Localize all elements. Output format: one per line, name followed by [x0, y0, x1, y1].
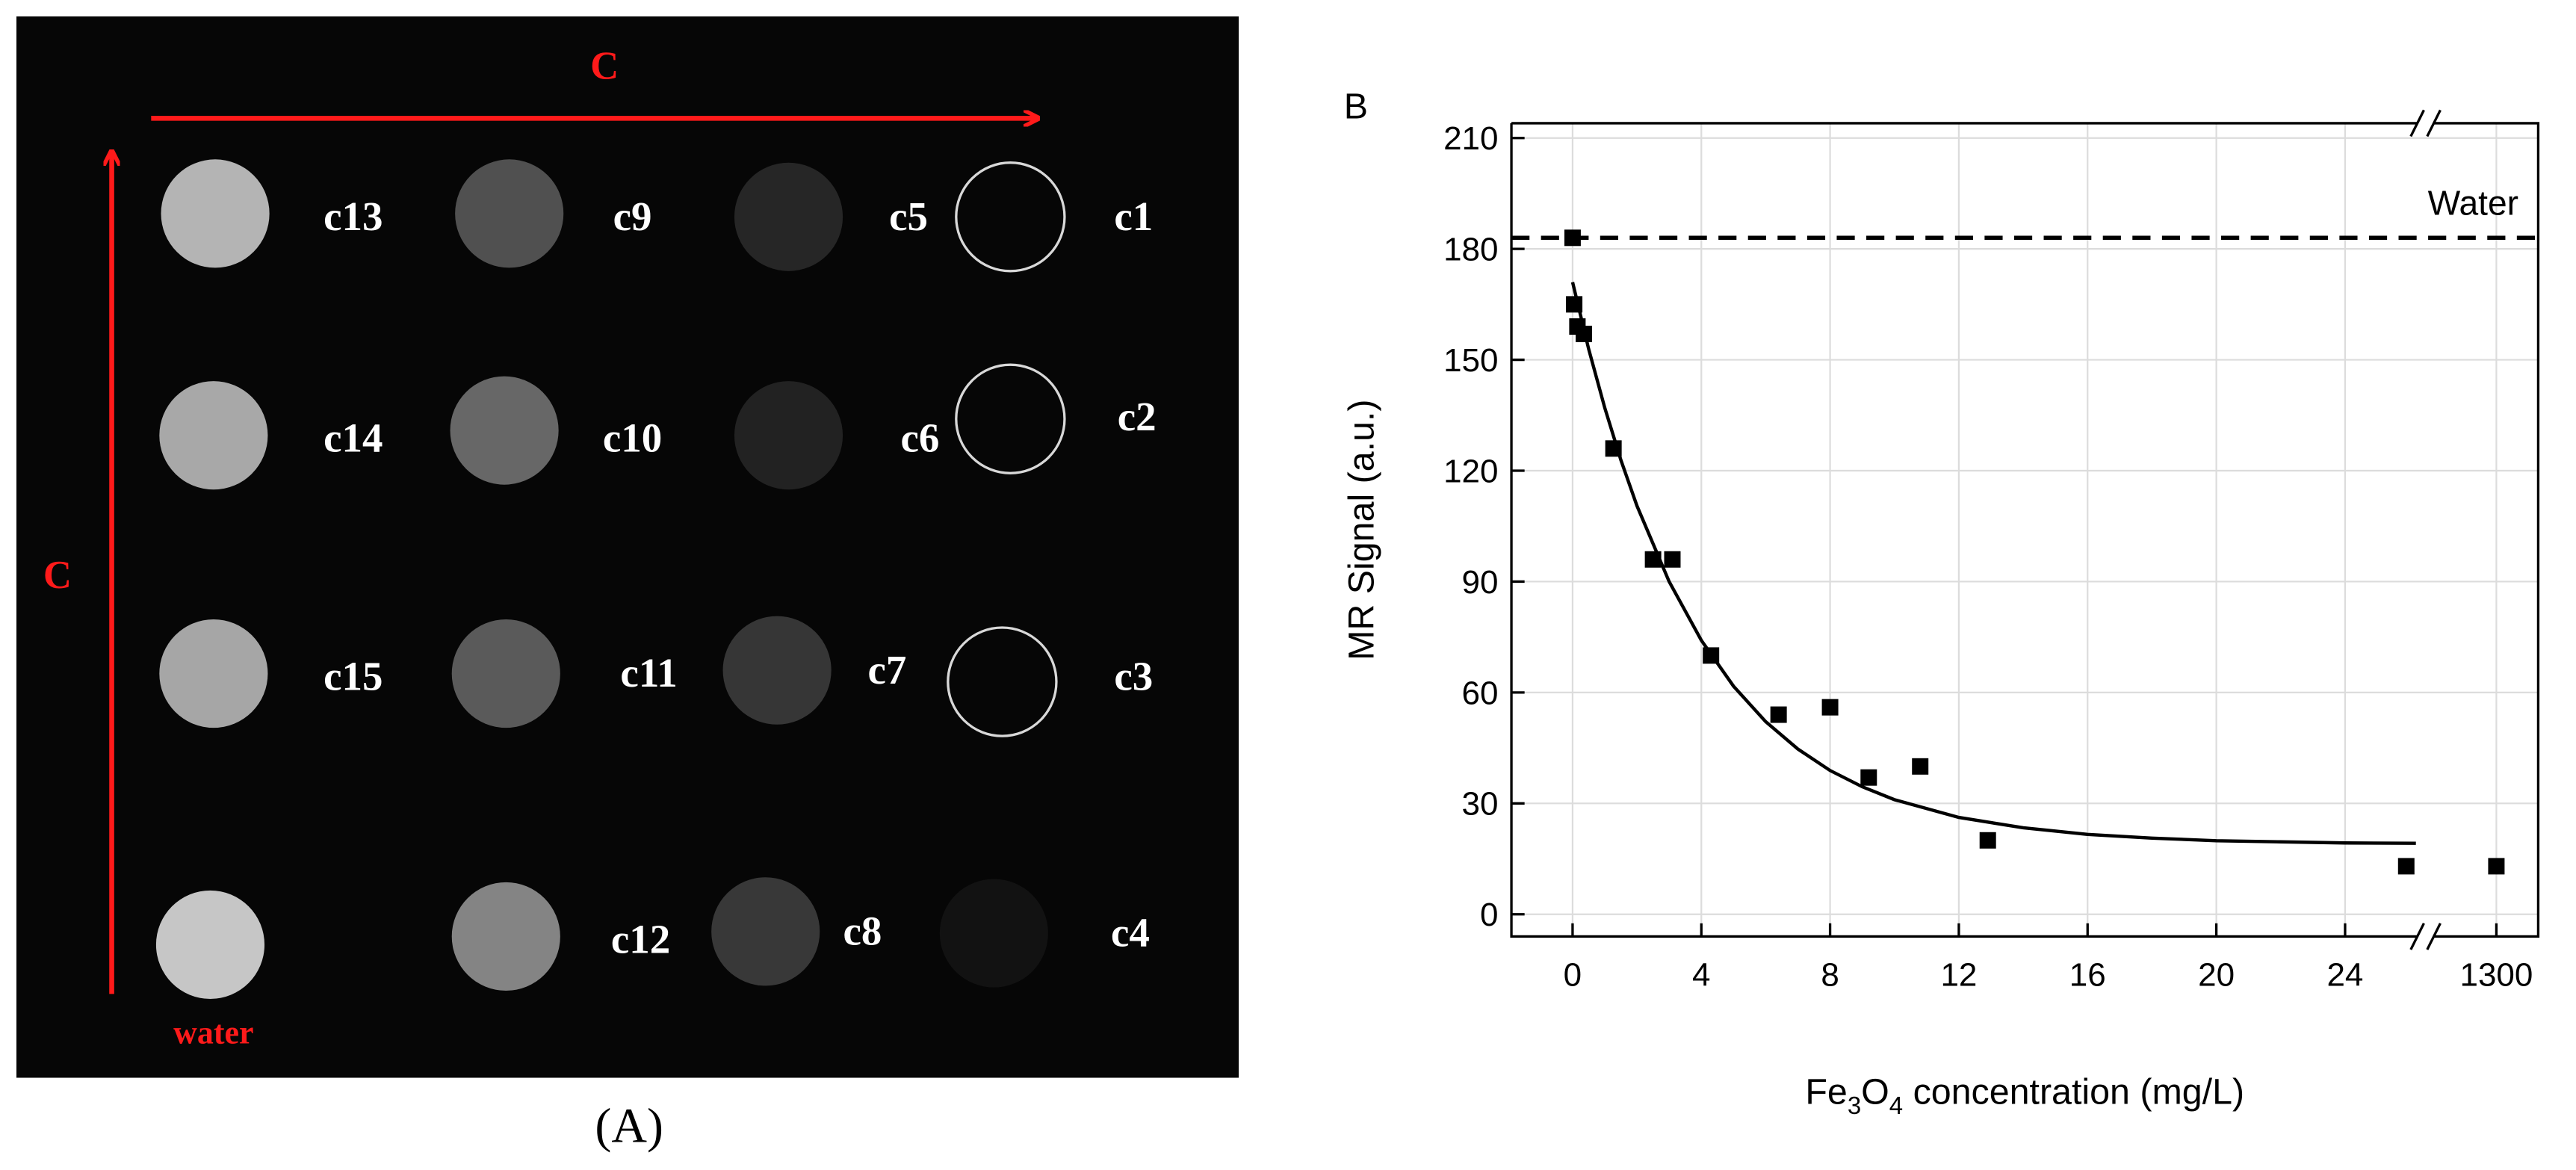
x-tick-label: 16	[2069, 956, 2106, 993]
sample-tube	[734, 162, 843, 271]
data-point	[1664, 551, 1681, 568]
sample-label: c8	[843, 908, 882, 953]
sample-tube	[722, 616, 832, 725]
data-point	[2488, 858, 2505, 875]
sample-tube	[159, 619, 268, 728]
axis-break	[2409, 923, 2425, 950]
sample-label: c5	[889, 194, 928, 239]
x-axis-label-part: Fe	[1805, 1072, 1847, 1112]
sample-label: water	[173, 1014, 253, 1050]
sample-label: c6	[900, 415, 939, 461]
axis-break	[2409, 109, 2425, 137]
data-point	[1912, 758, 1929, 775]
x-tick-label: 4	[1692, 956, 1710, 993]
y-axis-label: MR Signal (a.u.)	[1341, 399, 1381, 660]
y-tick-label: 180	[1443, 232, 1498, 268]
axis-break	[2426, 923, 2442, 950]
x-tick-label: 20	[2198, 956, 2235, 993]
sample-tube	[161, 159, 270, 268]
x-tick-label: 8	[1821, 956, 1839, 993]
x-axis-label-part: 4	[1889, 1092, 1903, 1119]
sample-tube	[455, 159, 564, 268]
sample-label: c9	[613, 194, 652, 239]
arrow-label: C	[590, 45, 619, 88]
fit-curve	[1570, 282, 2416, 845]
sample-tube	[451, 619, 560, 728]
y-tick-label: 0	[1480, 897, 1498, 933]
panel-b: B 0 30 60 90 120 150 180 210 0 4 8 12 16 20 24 1300 Wate…	[1341, 86, 2540, 1119]
axis-frame	[1510, 122, 2540, 938]
sample-label: c12	[611, 916, 670, 962]
sample-tube	[955, 363, 1066, 474]
sample-tube	[711, 877, 820, 986]
data-point	[1564, 229, 1581, 247]
sample-label: c3	[1114, 654, 1153, 699]
sample-tube	[955, 161, 1066, 273]
panel-label: B	[1344, 86, 1368, 126]
sample-tube	[450, 376, 559, 485]
y-tick-label: 60	[1462, 675, 1499, 711]
axis-break	[2426, 109, 2442, 137]
arrow-label: C	[43, 554, 72, 597]
sample-tube	[155, 890, 265, 999]
sample-label: c14	[323, 415, 383, 461]
sample-label: c7	[868, 647, 907, 693]
y-tick-label: 120	[1443, 453, 1498, 489]
x-tick-label: 12	[1940, 956, 1977, 993]
y-tick-label: 150	[1443, 342, 1498, 379]
sample-label: c13	[323, 194, 383, 239]
sample-tube	[451, 882, 560, 991]
sample-label: c11	[620, 650, 677, 696]
x-axis-label-part: O	[1861, 1072, 1889, 1112]
x-tick-label: 24	[2326, 956, 2363, 993]
sample-label: c15	[323, 654, 383, 699]
x-axis-label-part: concentration (mg/L)	[1903, 1072, 2244, 1112]
sample-tube	[947, 626, 1058, 737]
panel-a: C C (A) c13 c9 c5 c1 c14 c10 c6 c2 c15 c11 c7 c3 wat…	[16, 16, 1239, 1153]
x-tick-label: 0	[1564, 956, 1582, 993]
sample-label: c10	[603, 415, 662, 461]
data-point	[2397, 858, 2415, 875]
panel-label: (A)	[595, 1098, 663, 1153]
y-tick-label: 210	[1443, 120, 1498, 157]
data-point	[1821, 699, 1839, 716]
sample-tube	[734, 381, 843, 490]
y-tick-label: 30	[1462, 786, 1499, 823]
sample-label: c2	[1118, 394, 1157, 439]
y-tick-label: 90	[1462, 564, 1499, 601]
data-point	[1770, 706, 1787, 723]
x-axis-label: Fe3O4 concentration (mg/L)	[1805, 1072, 2244, 1119]
sample-tube	[939, 879, 1048, 988]
sample-label: c1	[1114, 194, 1153, 239]
sample-label: c4	[1111, 910, 1150, 956]
x-axis-label-part: 3	[1848, 1092, 1861, 1119]
sample-tube	[159, 381, 268, 490]
data-point	[1860, 769, 1877, 786]
x-tick-label: 1300	[2459, 956, 2533, 993]
data-point	[1979, 832, 1996, 849]
reference-label: Water	[2428, 184, 2518, 223]
